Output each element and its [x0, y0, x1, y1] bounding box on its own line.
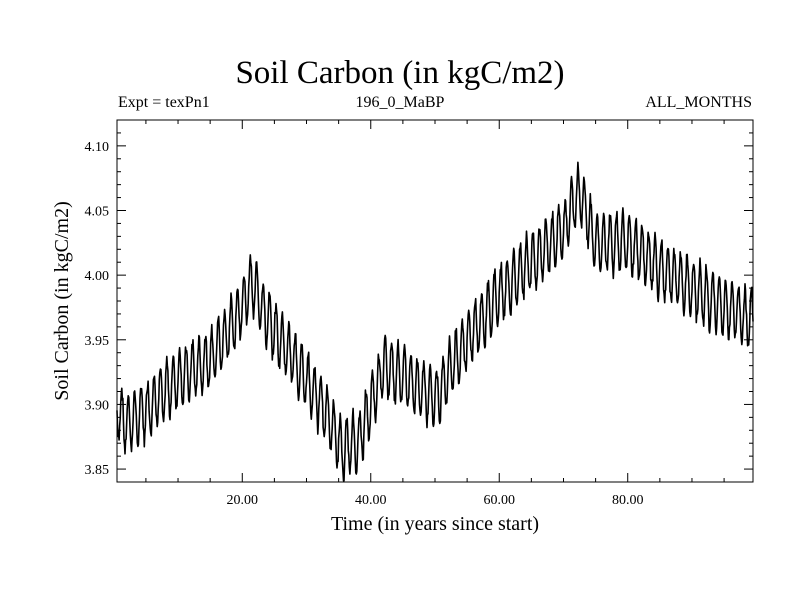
y-tick-label: 4.10: [85, 140, 110, 155]
x-tick-label: 20.00: [227, 493, 259, 508]
months-label: ALL_MONTHS: [645, 94, 752, 111]
y-tick-label: 3.85: [85, 463, 110, 478]
x-tick-label: 60.00: [483, 493, 515, 508]
y-tick-label: 3.95: [85, 334, 110, 349]
chart-title: Soil Carbon (in kgC/m2): [235, 55, 565, 91]
series-layer: [116, 161, 754, 482]
x-axis-label: Time (in years since start): [331, 513, 539, 535]
y-axis-label: Soil Carbon (in kgC/m2): [51, 201, 73, 400]
y-tick-label: 3.90: [85, 398, 110, 413]
ticks-layer: 20.00 40.00 60.00 80.00 3.85 3.90 3.95 4.00 4.05…: [85, 119, 753, 508]
x-tick-label: 80.00: [612, 493, 644, 508]
experiment-label: Expt = texPn1: [118, 94, 210, 111]
x-tick-label: 40.00: [355, 493, 387, 508]
y-tick-label: 4.00: [85, 269, 110, 284]
y-tick-label: 4.05: [85, 205, 110, 220]
soil-carbon-series-line: [116, 161, 754, 482]
period-label: 196_0_MaBP: [355, 94, 445, 111]
